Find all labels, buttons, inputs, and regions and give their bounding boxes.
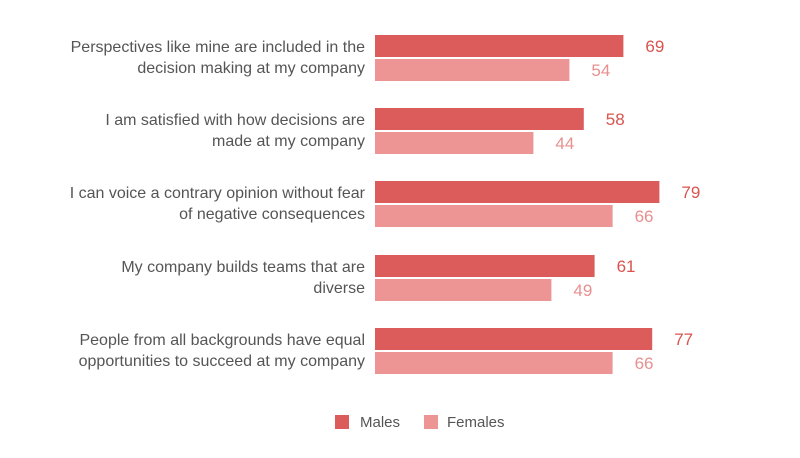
bar-males	[375, 35, 624, 57]
category-label-line: My company builds teams that are	[121, 259, 365, 276]
category-label-line: People from all backgrounds have equal	[79, 332, 365, 349]
data-label-females: 44	[555, 134, 574, 153]
category-label-line: I can voice a contrary opinion without f…	[70, 185, 366, 202]
bar-males	[375, 181, 660, 203]
category-label-line: of negative consequences	[179, 206, 365, 223]
data-label-females: 49	[573, 281, 592, 300]
legend-label-females: Females	[447, 414, 505, 431]
data-label-males: 79	[681, 183, 700, 202]
bar-males	[375, 328, 653, 350]
data-label-males: 69	[645, 37, 664, 56]
category-label: I can voice a contrary opinion without f…	[70, 185, 366, 223]
data-label-males: 61	[617, 257, 636, 276]
bar-females	[375, 205, 613, 227]
bar-males	[375, 108, 584, 130]
category-label-line: Perspectives like mine are included in t…	[71, 39, 365, 56]
bar-females	[375, 352, 613, 374]
bars-group: 69 54 58 44 79 66 61 49 77 66	[375, 35, 700, 374]
category-label: Perspectives like mine are included in t…	[71, 39, 365, 77]
legend-swatch-males	[335, 415, 349, 429]
data-label-females: 54	[591, 61, 610, 80]
bar-females	[375, 59, 570, 81]
category-label-line: opportunities to succeed at my company	[79, 353, 365, 370]
bar-females	[375, 132, 534, 154]
category-label-line: diverse	[313, 280, 365, 297]
legend-label-males: Males	[360, 414, 400, 431]
category-label-line: decision making at my company	[137, 60, 365, 77]
category-label: I am satisfied with how decisions are mad…	[105, 112, 365, 150]
data-label-males: 58	[606, 110, 625, 129]
category-labels-group: Perspectives like mine are included in t…	[70, 39, 366, 370]
legend: Males Females	[335, 414, 505, 431]
legend-swatch-females	[424, 415, 438, 429]
bar-females	[375, 279, 552, 301]
bar-males	[375, 255, 595, 277]
data-label-females: 66	[635, 354, 654, 373]
category-label: My company builds teams that are diverse	[121, 259, 365, 297]
category-label-line: I am satisfied with how decisions are	[105, 112, 365, 129]
data-label-females: 66	[635, 207, 654, 226]
category-label-line: made at my company	[212, 133, 365, 150]
data-label-males: 77	[674, 330, 693, 349]
category-label: People from all backgrounds have equal op…	[79, 332, 365, 370]
